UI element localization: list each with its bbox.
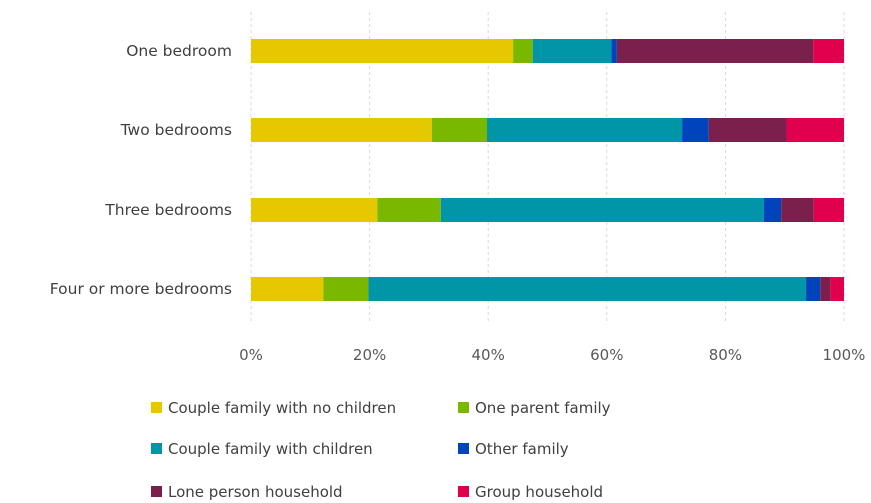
bar-segment: [616, 39, 814, 63]
bar-segment: [513, 39, 533, 63]
x-tick-label: 0%: [239, 346, 263, 364]
bar-segment: [820, 277, 831, 301]
bar-segment: [813, 198, 844, 222]
bar-segment: [781, 198, 814, 222]
legend-swatch: [151, 402, 162, 413]
bar-segment: [251, 39, 514, 63]
legend-label: Lone person household: [168, 483, 343, 501]
category-label: One bedroom: [126, 42, 232, 60]
gridlines: [250, 12, 845, 322]
bar-segment: [763, 198, 782, 222]
bar-segment: [786, 118, 844, 142]
bar-segment: [487, 118, 683, 142]
x-tick-label: 80%: [709, 346, 742, 364]
category-label: Two bedrooms: [120, 121, 232, 139]
legend-swatch: [151, 443, 162, 454]
category-label: Three bedrooms: [104, 201, 232, 219]
bar-segment: [813, 39, 844, 63]
bar-segment: [323, 277, 369, 301]
legend-swatch: [458, 402, 469, 413]
legend-label: One parent family: [475, 399, 611, 417]
bar-segment: [440, 198, 764, 222]
x-tick-label: 20%: [353, 346, 386, 364]
bar-segment: [251, 277, 324, 301]
legend-label: Other family: [475, 440, 569, 458]
x-tick-label: 100%: [823, 346, 866, 364]
bar-segment: [377, 198, 441, 222]
bar-segment: [611, 39, 617, 63]
bar-segment: [251, 198, 378, 222]
legend-label: Couple family with children: [168, 440, 373, 458]
bar-segment: [830, 277, 844, 301]
bar-segment: [532, 39, 612, 63]
x-axis-ticks: 0% 20% 40% 60% 80% 100%: [239, 346, 865, 364]
legend-swatch: [458, 486, 469, 497]
bar-segment: [368, 277, 807, 301]
bar-segment: [251, 118, 432, 142]
category-labels: One bedroom Two bedrooms Three bedrooms Fou…: [50, 42, 232, 298]
x-tick-label: 60%: [590, 346, 623, 364]
bar-segment: [682, 118, 709, 142]
legend-label: Couple family with no children: [168, 399, 396, 417]
bar-segment: [708, 118, 787, 142]
bar-segment: [806, 277, 821, 301]
legend: Couple family with no children One parent…: [151, 399, 611, 501]
category-label: Four or more bedrooms: [50, 280, 232, 298]
legend-label: Group household: [475, 483, 603, 501]
x-tick-label: 40%: [472, 346, 505, 364]
bar-segment: [431, 118, 488, 142]
bars: [251, 39, 844, 301]
legend-swatch: [151, 486, 162, 497]
legend-swatch: [458, 443, 469, 454]
